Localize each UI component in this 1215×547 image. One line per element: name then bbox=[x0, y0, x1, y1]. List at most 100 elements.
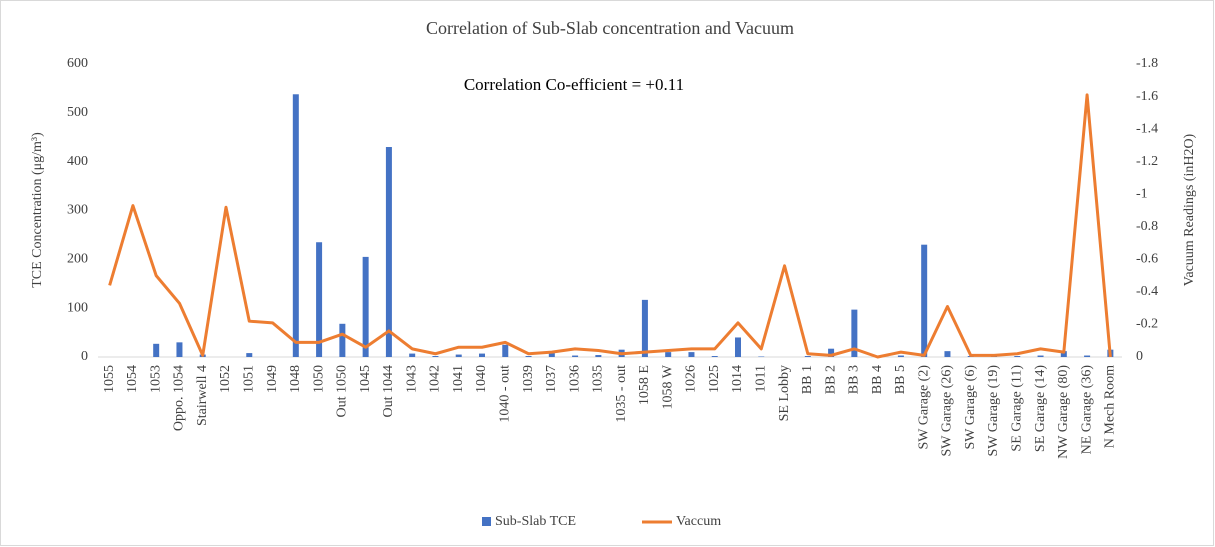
bar bbox=[502, 344, 509, 357]
y2-tick-label: -1.8 bbox=[1136, 56, 1158, 71]
bar bbox=[455, 354, 462, 357]
x-tick-label: 1036 bbox=[567, 365, 582, 393]
y-tick-label: 500 bbox=[67, 105, 88, 120]
x-tick-label: BB 2 bbox=[823, 365, 838, 394]
x-tick-label: BB 1 bbox=[800, 365, 815, 394]
bar bbox=[1037, 355, 1044, 357]
x-tick-label: N Mech Room bbox=[1103, 365, 1118, 448]
bar bbox=[828, 348, 835, 357]
bar bbox=[804, 356, 811, 357]
y2-tick-label: -0.4 bbox=[1136, 284, 1158, 299]
x-tick-label: 1041 bbox=[451, 365, 466, 393]
x-tick-label: 1011 bbox=[753, 365, 768, 392]
x-tick-label: 1049 bbox=[265, 365, 280, 393]
legend-label: Vaccum bbox=[676, 514, 721, 529]
bar bbox=[1084, 355, 1091, 357]
bar bbox=[711, 356, 718, 357]
x-tick-label: SW Garage (19) bbox=[986, 365, 1001, 457]
y2-tick-label: -0.2 bbox=[1136, 317, 1158, 332]
chart-title: Correlation of Sub-Slab concentration an… bbox=[426, 18, 794, 38]
bar bbox=[897, 355, 904, 357]
y2-tick-label: -1 bbox=[1136, 186, 1148, 201]
bar bbox=[641, 299, 648, 357]
bar bbox=[316, 242, 323, 357]
x-tick-label: 1040 - out bbox=[497, 365, 512, 423]
y2-tick-label: -1.4 bbox=[1136, 121, 1158, 136]
x-tick-label: 1050 bbox=[311, 365, 326, 393]
bar bbox=[176, 342, 183, 357]
x-tick-label: 1014 bbox=[730, 365, 745, 393]
bar bbox=[153, 343, 160, 357]
x-tick-label: 1051 bbox=[241, 365, 256, 393]
x-tick-label: BB 5 bbox=[893, 365, 908, 394]
y-tick-label: 600 bbox=[67, 56, 88, 71]
x-tick-label: 1045 bbox=[358, 365, 373, 393]
x-tick-label: SE Garage (14) bbox=[1033, 365, 1048, 452]
x-tick-label: NE Garage (36) bbox=[1079, 365, 1094, 455]
x-tick-label: SE Garage (11) bbox=[1009, 365, 1024, 452]
x-tick-label: 1052 bbox=[218, 365, 233, 393]
y2-tick-label: -1.2 bbox=[1136, 154, 1158, 169]
legend-swatch bbox=[482, 517, 491, 526]
y2-axis-label: Vacuum Readings (inH2O) bbox=[1182, 133, 1197, 286]
x-tick-label: 1039 bbox=[521, 365, 536, 393]
bar bbox=[595, 355, 602, 357]
y-tick-label: 100 bbox=[67, 300, 88, 315]
x-tick-label: Oppo. 1054 bbox=[172, 365, 187, 431]
x-tick-label: 1037 bbox=[544, 365, 559, 393]
bar bbox=[851, 309, 858, 357]
bar bbox=[292, 94, 299, 357]
bar bbox=[1060, 351, 1067, 357]
x-tick-label: BB 3 bbox=[847, 365, 862, 394]
bar bbox=[548, 353, 555, 357]
x-tick-label: 1053 bbox=[148, 365, 163, 393]
x-tick-label: 1025 bbox=[707, 365, 722, 393]
bar bbox=[688, 352, 695, 357]
y2-tick-label: -1.6 bbox=[1136, 89, 1158, 104]
line bbox=[108, 93, 1112, 359]
bar bbox=[944, 351, 951, 357]
x-tick-label: BB 4 bbox=[870, 365, 885, 394]
x-tick-label: SW Garage (2) bbox=[916, 365, 931, 450]
legend-label: Sub-Slab TCE bbox=[495, 514, 576, 529]
x-tick-label: Stairwell 4 bbox=[195, 365, 210, 426]
bar bbox=[665, 352, 672, 357]
y2-tick-label: -0.6 bbox=[1136, 252, 1158, 267]
x-tick-label: 1026 bbox=[684, 365, 699, 393]
x-tick-label: 1040 bbox=[474, 365, 489, 393]
y-axis-label: TCE Concentration (μg/m³) bbox=[30, 132, 45, 288]
x-tick-label: 1043 bbox=[404, 365, 419, 393]
bar bbox=[246, 353, 253, 357]
x-tick-label: 1035 - out bbox=[614, 365, 629, 423]
x-tick-label: Out 1050 bbox=[335, 365, 350, 418]
bar bbox=[1014, 356, 1021, 357]
x-tick-label: Out 1044 bbox=[381, 365, 396, 418]
x-tick-label: 1054 bbox=[125, 365, 140, 393]
y2-tick-label: -0.8 bbox=[1136, 219, 1158, 234]
x-tick-label: 1058 W bbox=[660, 364, 675, 409]
y-tick-label: 0 bbox=[81, 349, 88, 364]
bar bbox=[362, 256, 369, 357]
bar bbox=[572, 355, 579, 357]
x-tick-label: SW Garage (6) bbox=[963, 365, 978, 450]
x-tick-label: 1042 bbox=[428, 365, 443, 393]
bar bbox=[409, 353, 416, 357]
y2-tick-label: 0 bbox=[1136, 349, 1143, 364]
annotation: Correlation Co-efficient = +0.11 bbox=[464, 75, 684, 94]
x-tick-label: SE Lobby bbox=[777, 365, 792, 421]
x-tick-label: 1035 bbox=[591, 365, 606, 393]
bar bbox=[479, 353, 485, 357]
y-tick-label: 400 bbox=[67, 154, 88, 169]
x-tick-label: SW Garage (26) bbox=[940, 365, 955, 457]
bar bbox=[921, 244, 928, 357]
y-tick-label: 200 bbox=[67, 252, 88, 267]
x-tick-label: 1055 bbox=[102, 365, 117, 393]
x-tick-label: 1058 E bbox=[637, 365, 652, 405]
bar bbox=[385, 147, 392, 357]
bar bbox=[432, 356, 439, 357]
bar bbox=[735, 337, 741, 357]
x-tick-label: NW Garage (80) bbox=[1056, 365, 1071, 459]
y-tick-label: 300 bbox=[67, 203, 88, 218]
